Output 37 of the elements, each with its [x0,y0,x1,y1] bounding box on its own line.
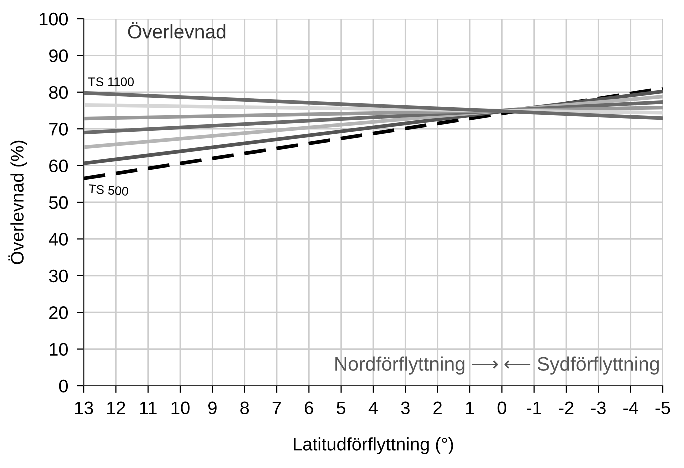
series-label: TS 1100 [88,78,134,86]
y-tick-label: 20 [50,306,68,320]
x-tick-label: 9 [208,402,217,415]
y-tick-label: 100 [40,12,68,26]
y-tick-label: 50 [49,196,68,210]
x-tick-label: 13 [75,402,94,415]
x-tick-label: 2 [434,402,442,414]
x-tick-label: 1 [466,402,474,414]
annotation: ⟵ Sydförflyttning [504,356,660,375]
x-tick-label: -4 [624,402,638,414]
series-label: TS 500 [88,184,129,196]
y-tick-label: 10 [50,343,68,356]
y-tick-label: 70 [50,123,68,136]
x-tick-label: 6 [305,402,314,415]
x-tick-label: 7 [272,402,282,414]
y-tick-label: 60 [50,160,68,173]
x-tick-label: -1 [527,402,542,414]
y-tick-label: 30 [49,270,68,283]
x-tick-label: 5 [337,402,346,415]
x-tick-label: 3 [401,402,410,415]
y-tick-label: 0 [59,380,68,393]
y-tick-label: 80 [49,86,68,100]
x-tick-label: -2 [559,402,574,414]
x-tick-label: -3 [591,402,606,415]
x-axis-title: Latitudförflyttning (°) [294,438,454,454]
x-tick-label: 0 [498,402,506,415]
x-tick-label: 8 [240,402,250,415]
x-tick-label: 11 [140,402,157,414]
y-tick-label: 40 [49,233,68,246]
x-tick-label: 10 [172,402,190,415]
x-tick-label: 12 [108,402,126,414]
x-tick-label: -5 [656,402,670,415]
x-tick-label: 4 [368,402,378,414]
y-axis-title: Överlevnad (%) [8,140,28,264]
chart-title: Överlevnad [128,22,226,39]
annotation: Nordförflyttning ⟶ [336,356,498,375]
y-tick-label: 90 [49,50,68,62]
